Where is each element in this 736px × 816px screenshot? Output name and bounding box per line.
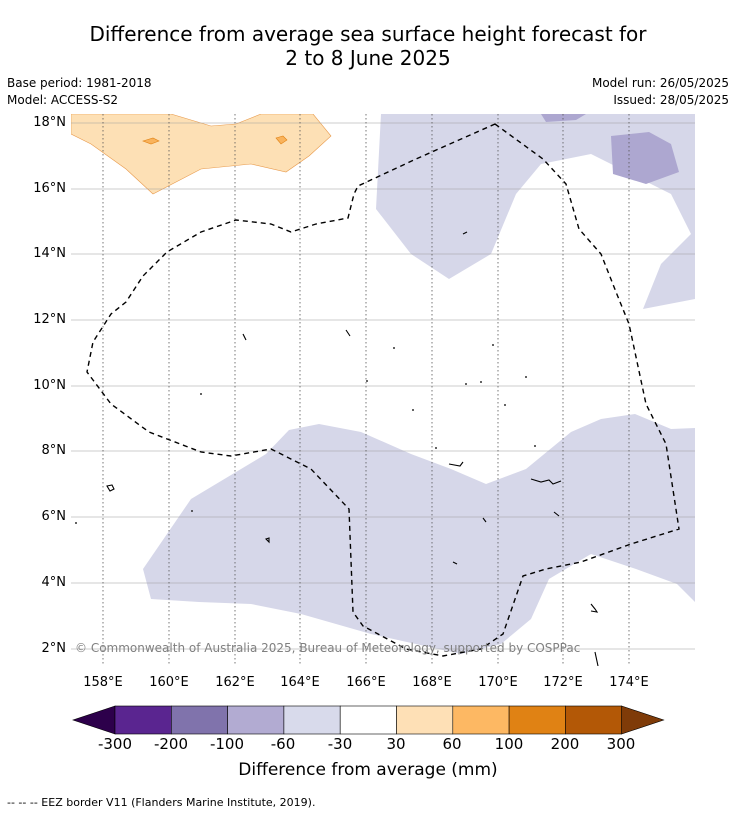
meridians (102, 114, 630, 666)
colorbar-segment (565, 705, 623, 735)
lon-label-162e: 162°E (215, 675, 255, 690)
lon-label-174e: 174°E (609, 675, 649, 690)
anomaly-area-south (143, 414, 695, 654)
anomaly-spot-1 (142, 137, 160, 145)
issued-date: Issued: 28/05/2025 (613, 93, 729, 107)
colorbar-tick: 30 (386, 735, 406, 753)
colorbar-tick: 60 (442, 735, 462, 753)
colorbar-tick: -60 (270, 735, 296, 753)
colorbar-tick: -30 (327, 735, 353, 753)
lat-label-2n: 2°N (41, 641, 67, 656)
lat-label-18n: 18°N (33, 115, 66, 130)
colorbar-tick: -100 (209, 735, 245, 753)
lat-label-8n: 8°N (41, 443, 67, 458)
colorbar-tick: 100 (494, 735, 524, 753)
lat-label-4n: 4°N (41, 575, 67, 590)
colorbar-label: Difference from average (mm) (238, 760, 498, 780)
colorbar-extend-high (621, 705, 665, 735)
colorbar-extend-low (72, 705, 116, 735)
meta-left: Base period: 1981-2018 Model: ACCESS-S2 (7, 75, 152, 109)
lon-label-168e: 168°E (412, 675, 452, 690)
map-panel (71, 114, 695, 666)
lon-label-170e: 170°E (478, 675, 518, 690)
colorbar-segment (452, 705, 510, 735)
lon-label-172e: 172°E (543, 675, 583, 690)
lat-label-12n: 12°N (33, 312, 66, 327)
colorbar-segment (396, 705, 454, 735)
copyright-notice: © Commonwealth of Australia 2025, Bureau… (75, 641, 581, 655)
meta-right: Model run: 26/05/2025 Issued: 28/05/2025 (592, 75, 729, 109)
colorbar-tick: -300 (97, 735, 133, 753)
anomaly-spot-2 (275, 135, 288, 145)
title-line-2: 2 to 8 June 2025 (285, 46, 451, 70)
anomaly-area-north-strip (541, 114, 586, 122)
title-line-1: Difference from average sea surface heig… (89, 22, 647, 46)
colorbar-segment (508, 705, 566, 735)
colorbar-tick: -200 (153, 735, 189, 753)
eez-border (86, 123, 680, 657)
colorbar-segment (114, 705, 172, 735)
map-svg (71, 114, 695, 666)
lon-label-164e: 164°E (280, 675, 320, 690)
colorbar-segment (171, 705, 228, 735)
model-run: Model run: 26/05/2025 (591, 76, 729, 90)
colorbar-segments (72, 705, 665, 735)
islands (106, 231, 599, 666)
lat-label-6n: 6°N (41, 509, 67, 524)
base-period: Base period: 1981-2018 (7, 76, 152, 90)
colorbar-segment (283, 705, 341, 735)
colorbar-tick: 200 (550, 735, 580, 753)
lat-label-14n: 14°N (33, 246, 66, 261)
lat-label-16n: 16°N (33, 181, 66, 196)
colorbar-segment (339, 705, 397, 735)
lon-label-166e: 166°E (346, 675, 386, 690)
model-name: Model: ACCESS-S2 (7, 93, 119, 107)
gridlines (71, 122, 695, 650)
lon-label-158e: 158°E (83, 675, 123, 690)
colorbar-tick: 300 (606, 735, 636, 753)
lon-label-160e: 160°E (149, 675, 189, 690)
anomaly-area-northeast-strong (611, 132, 679, 184)
atoll-dots (75, 344, 536, 524)
anomaly-area-northwest (71, 114, 332, 195)
lat-label-10n: 10°N (33, 378, 66, 393)
eez-footnote: -- -- -- EEZ border V11 (Flanders Marine… (7, 796, 316, 809)
chart-title: Difference from average sea surface heig… (0, 22, 736, 70)
colorbar-segment (227, 705, 285, 735)
